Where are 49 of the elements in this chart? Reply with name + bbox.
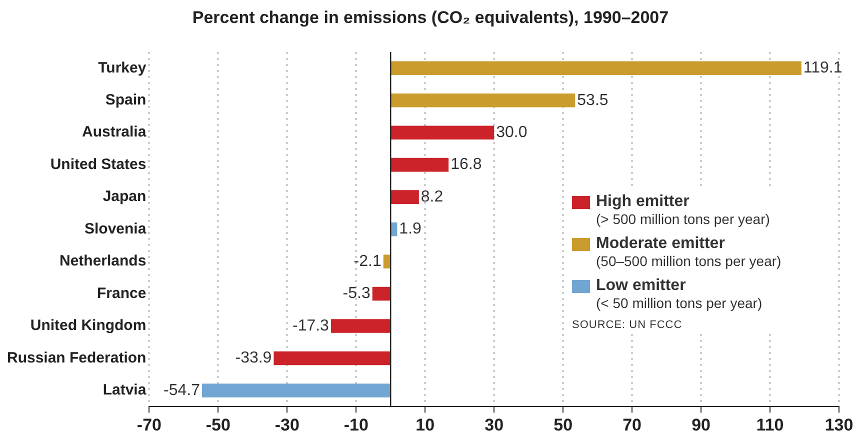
data-label: 16.8 bbox=[450, 156, 482, 174]
y-tick-label: Russian Federation bbox=[6, 349, 146, 366]
y-tick-label: Spain bbox=[105, 91, 146, 108]
bar bbox=[372, 286, 391, 301]
data-label: -17.3 bbox=[292, 317, 330, 334]
x-tick-label: -10 bbox=[344, 415, 368, 434]
bar bbox=[390, 61, 802, 76]
data-label: 1.9 bbox=[399, 220, 422, 238]
data-label: -5.3 bbox=[342, 285, 370, 302]
y-tick-label: Slovenia bbox=[84, 220, 147, 238]
bar bbox=[390, 190, 419, 204]
bar bbox=[202, 384, 391, 398]
bar bbox=[390, 222, 398, 236]
x-tick-label: -30 bbox=[274, 415, 300, 434]
bar bbox=[390, 126, 494, 140]
x-tick-label: 50 bbox=[554, 415, 573, 434]
bar bbox=[383, 254, 391, 268]
y-tick-label: Netherlands bbox=[59, 252, 146, 270]
bar bbox=[274, 351, 391, 366]
data-label: 53.5 bbox=[577, 92, 608, 109]
bar bbox=[330, 319, 391, 333]
x-tick-label: 70 bbox=[622, 415, 642, 434]
data-label: -54.7 bbox=[164, 382, 200, 399]
legend-label: Moderate emitter (50–500 million tons per year) bbox=[596, 235, 782, 269]
y-tick-label: Japan bbox=[102, 188, 146, 206]
y-tick-label: Turkey bbox=[98, 59, 147, 76]
x-tick-label: 110 bbox=[756, 415, 784, 434]
legend-label: High emitter (> 500 million tons per year) bbox=[596, 193, 770, 227]
x-tick-label: 90 bbox=[692, 415, 710, 434]
chart-title: Percent change in emissions (CO₂ equivalents), 1990–2007 bbox=[191, 8, 670, 28]
data-label: -33.9 bbox=[235, 350, 272, 367]
y-tick-label: Australia bbox=[82, 124, 147, 141]
x-tick-label: 10 bbox=[416, 415, 435, 434]
y-tick-label: United Kingdom bbox=[30, 317, 146, 334]
data-label: 8.2 bbox=[420, 188, 444, 206]
y-tick-label: France bbox=[96, 284, 146, 302]
x-tick-label: -70 bbox=[136, 415, 162, 434]
data-label: -2.1 bbox=[354, 252, 382, 270]
y-tick-label: United States bbox=[50, 156, 146, 173]
x-tick-label: -50 bbox=[206, 415, 230, 434]
bar bbox=[390, 158, 449, 172]
x-tick-label: 30 bbox=[484, 415, 504, 434]
data-label: 119.1 bbox=[803, 60, 842, 77]
bar bbox=[390, 93, 576, 108]
data-label: 30.0 bbox=[496, 124, 528, 141]
annotation: SOURCE: UN FCCC bbox=[572, 319, 684, 331]
y-tick-label: Latvia bbox=[102, 382, 147, 399]
legend-label: Low emitter (< 50 million tons per year) bbox=[596, 277, 762, 311]
x-tick-label: 130 bbox=[824, 415, 854, 434]
